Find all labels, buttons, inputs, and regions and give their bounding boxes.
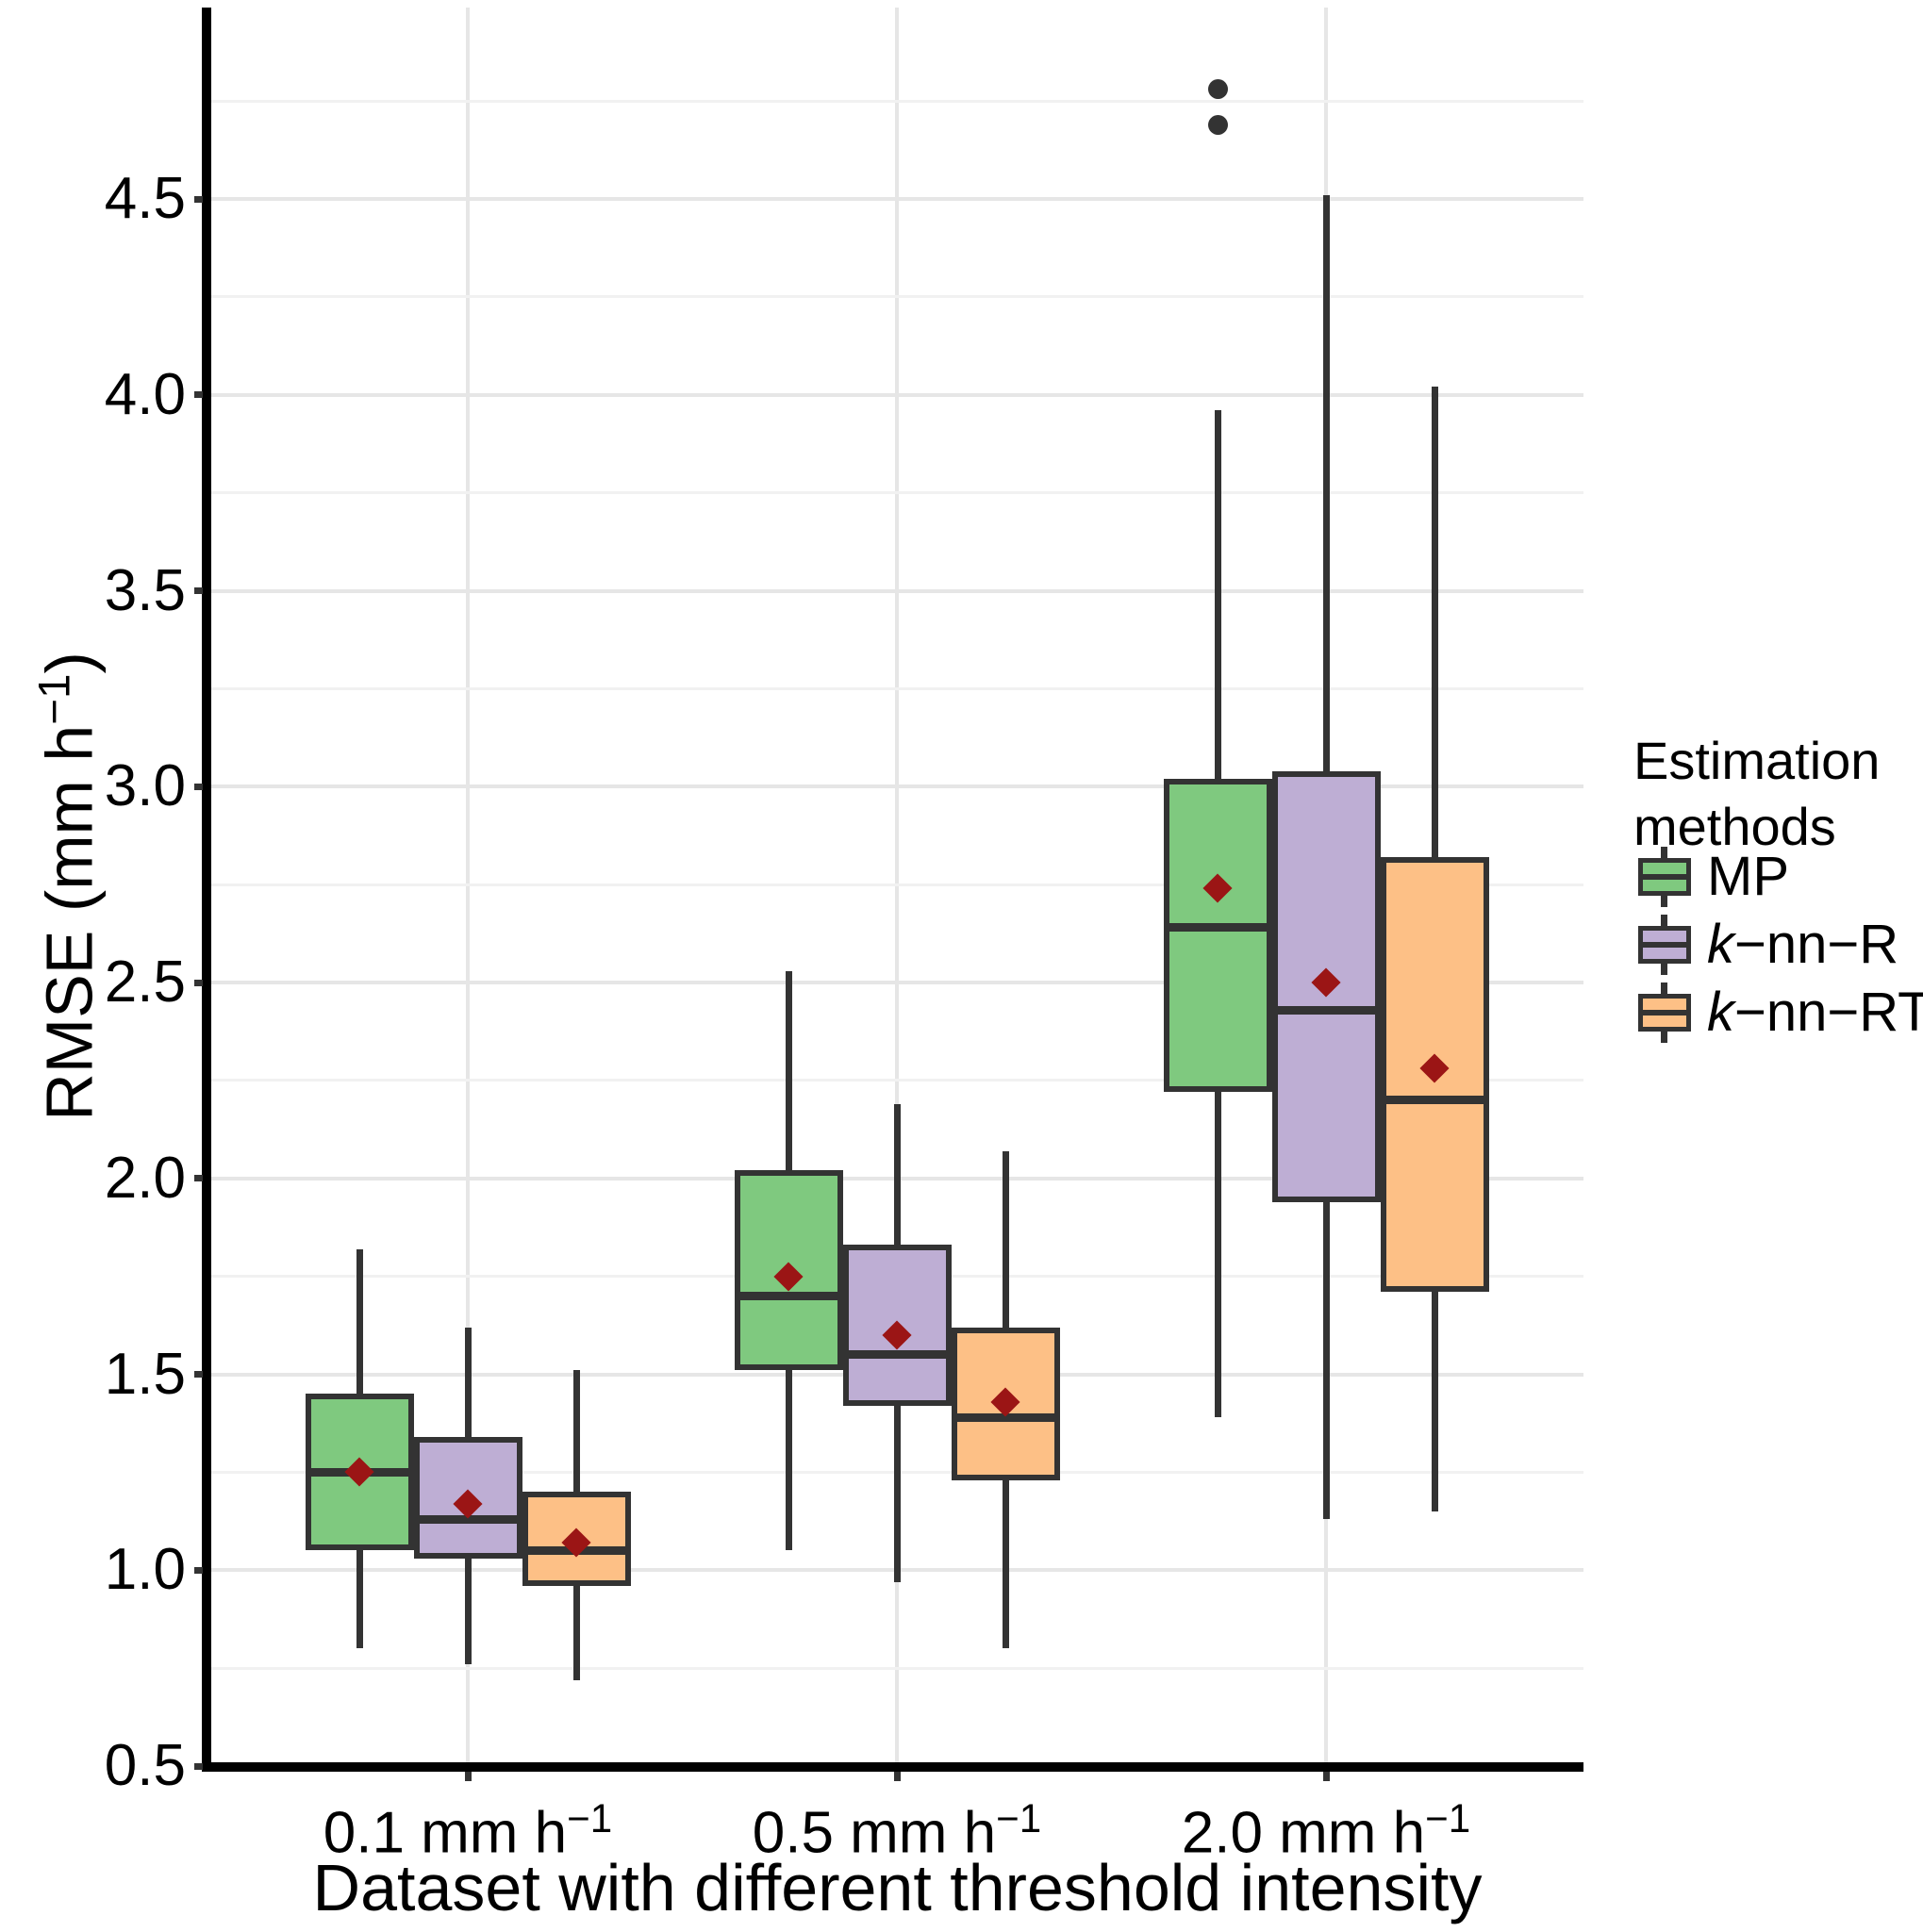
legend-title-line2: methods	[1633, 797, 1836, 856]
outlier-MP-2-0	[1207, 114, 1228, 135]
y-tick-label-2.0: 2.0	[104, 1145, 186, 1211]
legend-label: MP	[1707, 846, 1789, 907]
box-knnRT-0	[522, 1492, 631, 1586]
x-tick-label-0: 0.1 mm h−1	[323, 1796, 613, 1866]
median-knnRT-2	[1385, 1096, 1484, 1105]
y-tick-2.5	[194, 979, 203, 986]
median-knnR-0	[419, 1514, 517, 1524]
y-tick-1.0	[194, 1566, 203, 1574]
legend-key-part	[1661, 915, 1667, 927]
gridline-y-minor-2.25	[211, 1079, 1583, 1082]
y-tick-3.0	[194, 783, 203, 790]
gridline-y-major-4.0	[211, 392, 1583, 397]
y-axis-title-superscript: −1	[29, 673, 80, 725]
y-axis-title-text: RMSE (mm h	[32, 724, 107, 1121]
legend-key-part	[1661, 847, 1667, 859]
legend-key-part	[1661, 1031, 1667, 1043]
legend: Estimation methods MP k−nn−R k−nn−RT	[1633, 728, 1923, 1043]
y-tick-label-4.0: 4.0	[104, 361, 186, 427]
gridline-y-minor-4.25	[211, 295, 1583, 299]
gridline-y-major-4.5	[211, 197, 1583, 201]
y-tick-label-3.0: 3.0	[104, 753, 186, 819]
legend-key-part	[1642, 942, 1687, 948]
y-tick-1.5	[194, 1371, 203, 1378]
gridline-y-major-3.0	[211, 784, 1583, 789]
y-tick-2.0	[194, 1175, 203, 1182]
legend-key-part	[1642, 1010, 1687, 1016]
y-tick-label-2.5: 2.5	[104, 949, 186, 1015]
legend-title-line1: Estimation	[1633, 731, 1881, 790]
gridline-y-minor-3.75	[211, 491, 1583, 495]
median-knnR-2	[1277, 1005, 1375, 1015]
y-tick-label-1.0: 1.0	[104, 1537, 186, 1603]
median-knnR-1	[848, 1350, 946, 1360]
legend-boxplot-key-icon	[1638, 915, 1691, 975]
y-axis-line	[202, 8, 211, 1771]
legend-label: k−nn−RT	[1707, 982, 1923, 1043]
legend-boxplot-key-icon	[1638, 847, 1691, 907]
x-tick-2	[1322, 1772, 1330, 1781]
gridline-y-minor-0.75	[211, 1666, 1583, 1670]
legend-key-part	[1661, 963, 1667, 975]
median-MP-1	[739, 1291, 837, 1300]
legend-label: k−nn−R	[1707, 914, 1899, 975]
legend-item-knnRT: k−nn−RT	[1633, 983, 1923, 1043]
legend-key-part	[1661, 895, 1667, 907]
y-tick-label-1.5: 1.5	[104, 1341, 186, 1407]
x-tick-label-1: 0.5 mm h−1	[752, 1796, 1042, 1866]
x-tick-1	[893, 1772, 901, 1781]
legend-key-part	[1661, 983, 1667, 995]
legend-boxplot-key-icon	[1638, 983, 1691, 1043]
gridline-y-minor-3.25	[211, 686, 1583, 690]
median-knnRT-1	[956, 1412, 1054, 1422]
gridline-y-major-3.5	[211, 588, 1583, 593]
y-tick-label-4.5: 4.5	[104, 166, 186, 231]
y-tick-4.5	[194, 195, 203, 203]
gridline-y-minor-4.75	[211, 99, 1583, 103]
legend-key-part	[1642, 874, 1687, 880]
y-axis-title-close: )	[32, 652, 107, 674]
x-tick-label-2: 2.0 mm h−1	[1181, 1796, 1471, 1866]
legend-title: Estimation methods	[1633, 728, 1880, 860]
legend-item-knnR: k−nn−R	[1633, 915, 1923, 975]
y-tick-0.5	[194, 1762, 203, 1770]
median-MP-2	[1169, 923, 1267, 933]
x-axis-line	[202, 1762, 1583, 1772]
legend-item-MP: MP	[1633, 847, 1923, 907]
y-tick-label-0.5: 0.5	[104, 1733, 186, 1798]
gridline-y-major-2.5	[211, 981, 1583, 984]
outlier-MP-2-1	[1207, 79, 1228, 100]
y-axis-title: RMSE (mm h−1)	[28, 652, 107, 1121]
y-tick-label-3.5: 3.5	[104, 557, 186, 623]
y-tick-4.0	[194, 391, 203, 399]
gridline-y-minor-2.75	[211, 883, 1583, 886]
x-axis-title: Dataset with different threshold intensi…	[312, 1851, 1483, 1924]
x-tick-0	[464, 1772, 472, 1781]
y-tick-3.5	[194, 587, 203, 594]
box-MP-2	[1163, 778, 1272, 1093]
